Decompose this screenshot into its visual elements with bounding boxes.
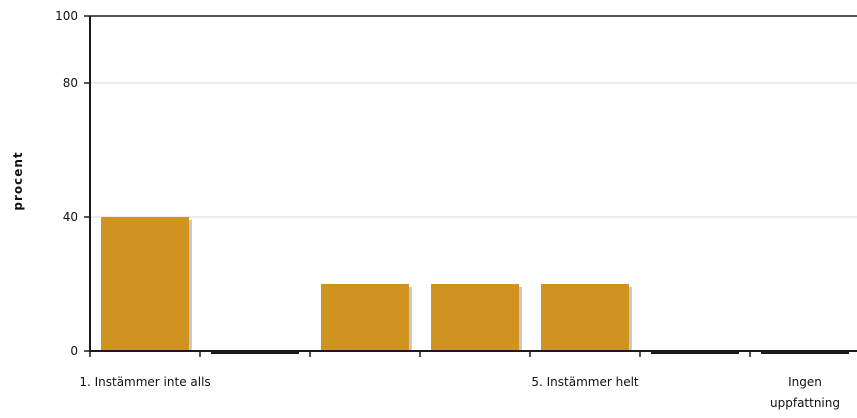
bars [101, 217, 849, 354]
bar [541, 284, 629, 351]
x-tick-label: 1. Instämmer inte alls [79, 375, 210, 389]
y-axis-label: procent [11, 151, 25, 210]
bar [101, 217, 189, 351]
x-tick-label: Ingen [788, 375, 822, 389]
bar [761, 351, 849, 354]
bar [211, 351, 299, 354]
y-ticks: 0 40 80 100 [55, 9, 90, 358]
y-tick-label: 80 [63, 76, 78, 90]
x-ticks: 1. Instämmer inte alls 5. Instämmer helt I… [79, 351, 840, 410]
bar [321, 284, 409, 351]
x-tick-label: 5. Instämmer helt [531, 375, 639, 389]
y-tick-label: 0 [70, 344, 78, 358]
y-tick-label: 40 [63, 210, 78, 224]
x-tick-label: uppfattning [770, 396, 840, 410]
axes [89, 15, 857, 352]
bar [651, 351, 739, 354]
y-tick-label: 100 [55, 9, 78, 23]
grid-lines [90, 15, 857, 218]
bar [431, 284, 519, 351]
